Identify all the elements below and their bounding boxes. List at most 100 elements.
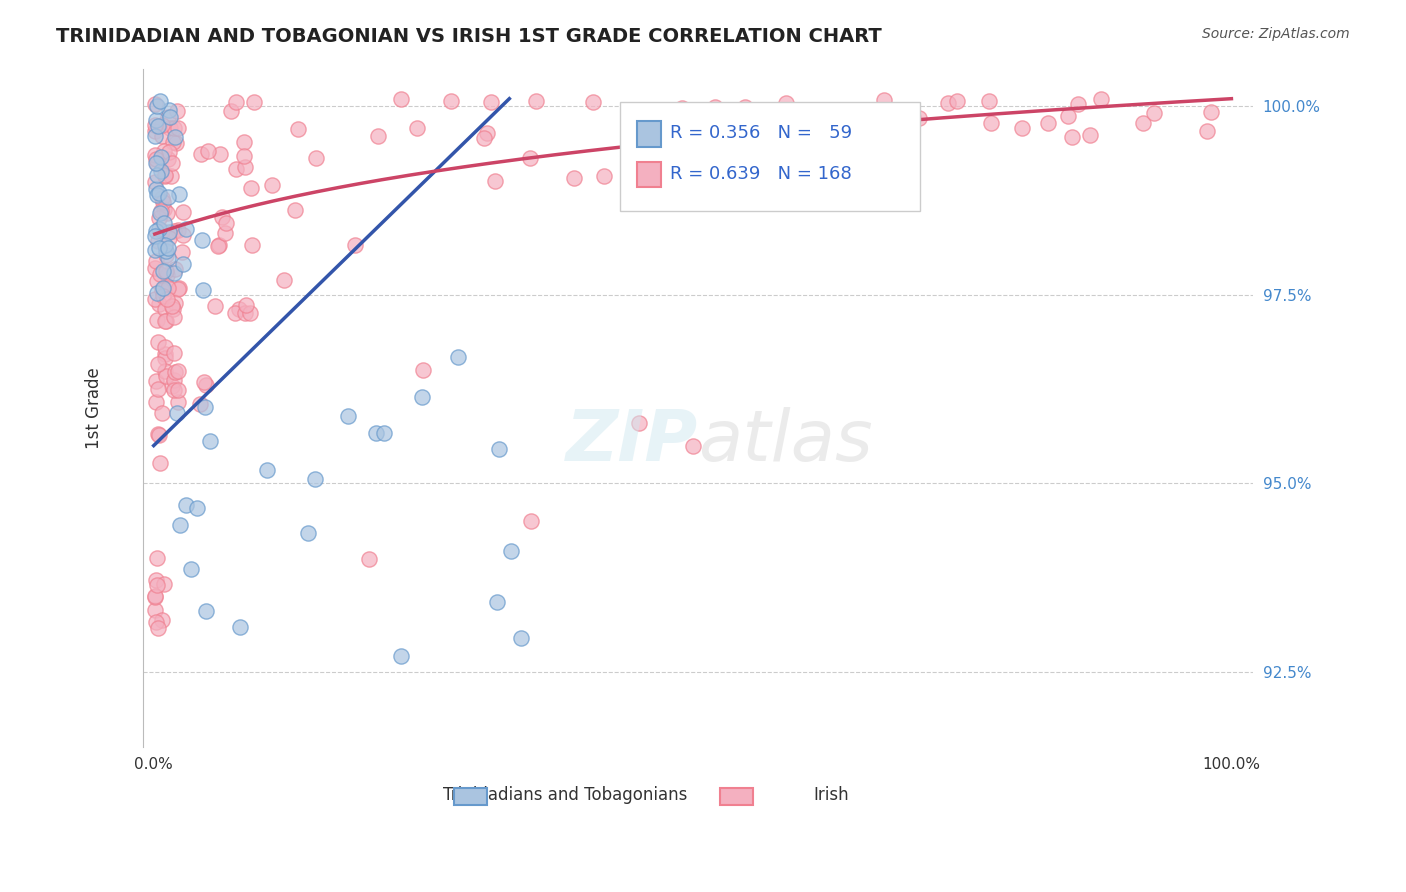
Point xyxy=(148,211,170,226)
Point xyxy=(153,347,176,361)
Point xyxy=(159,120,181,135)
Point xyxy=(146,234,169,248)
Point xyxy=(167,120,190,135)
Point xyxy=(484,174,506,188)
Point xyxy=(157,190,180,204)
Point xyxy=(219,103,242,118)
Point xyxy=(167,281,190,295)
Point xyxy=(167,384,190,398)
Point xyxy=(232,149,254,163)
Point xyxy=(706,123,728,137)
Point xyxy=(150,128,173,143)
Point xyxy=(145,313,167,327)
Point xyxy=(190,146,212,161)
Text: ZIP: ZIP xyxy=(565,408,697,476)
Point xyxy=(176,498,198,512)
Point xyxy=(157,153,180,167)
Point xyxy=(155,302,177,317)
Text: atlas: atlas xyxy=(697,408,873,476)
Point xyxy=(501,544,523,558)
Point xyxy=(225,161,247,176)
Point xyxy=(564,171,586,186)
Point xyxy=(156,280,179,294)
Point xyxy=(145,112,167,127)
Point xyxy=(157,251,180,265)
Point xyxy=(373,425,395,440)
Point xyxy=(162,266,184,280)
Point xyxy=(163,383,186,397)
Point xyxy=(1132,116,1154,130)
Point xyxy=(155,248,177,262)
Point xyxy=(148,334,170,349)
Point xyxy=(146,99,169,113)
Point xyxy=(149,204,172,219)
Point xyxy=(148,241,170,255)
Point xyxy=(145,157,167,171)
Point xyxy=(946,94,969,108)
Text: TRINIDADIAN AND TOBAGONIAN VS IRISH 1ST GRADE CORRELATION CHART: TRINIDADIAN AND TOBAGONIAN VS IRISH 1ST … xyxy=(56,27,882,45)
Point xyxy=(364,426,387,441)
Point xyxy=(447,350,470,364)
Point xyxy=(744,112,766,127)
Point xyxy=(163,346,186,360)
Point xyxy=(411,390,433,404)
Point xyxy=(162,136,184,150)
Point xyxy=(153,168,176,182)
Point xyxy=(146,168,169,182)
Point xyxy=(1056,109,1078,123)
Point xyxy=(472,131,495,145)
Point xyxy=(163,262,186,277)
Point xyxy=(145,152,167,166)
Point xyxy=(235,298,257,312)
Point xyxy=(1011,120,1033,135)
Point xyxy=(204,300,226,314)
Point xyxy=(143,175,166,189)
Point xyxy=(143,124,166,138)
Point xyxy=(159,110,181,124)
Point xyxy=(156,268,179,283)
Point xyxy=(1066,96,1088,111)
Point xyxy=(160,156,183,170)
Point xyxy=(191,233,214,247)
Point xyxy=(336,409,359,424)
Point xyxy=(233,161,256,175)
Point xyxy=(832,109,855,123)
Point xyxy=(163,295,186,310)
Point xyxy=(157,231,180,245)
Point xyxy=(143,228,166,243)
Point xyxy=(194,604,217,618)
Point xyxy=(156,206,179,220)
Point xyxy=(775,96,797,111)
Point xyxy=(510,631,533,645)
Bar xyxy=(637,161,661,187)
Point xyxy=(145,374,167,388)
Point xyxy=(163,120,186,135)
Point xyxy=(229,619,252,633)
Point xyxy=(146,286,169,301)
Point xyxy=(167,281,190,295)
Point xyxy=(593,169,616,183)
Point xyxy=(297,526,319,541)
Point xyxy=(146,187,169,202)
Point xyxy=(167,395,190,409)
Point xyxy=(153,340,176,354)
Point xyxy=(145,156,167,170)
Point xyxy=(208,147,231,161)
Point xyxy=(146,621,169,635)
Point xyxy=(284,203,307,218)
Point xyxy=(873,93,896,107)
Point xyxy=(169,517,191,532)
Point xyxy=(901,111,924,125)
Point xyxy=(689,105,711,120)
Point xyxy=(191,283,214,297)
Point xyxy=(145,573,167,587)
Point xyxy=(150,163,173,178)
Point xyxy=(143,96,166,111)
Point xyxy=(156,293,179,307)
Point xyxy=(150,119,173,133)
Point xyxy=(163,223,186,237)
Point xyxy=(262,178,284,193)
Bar xyxy=(454,788,486,805)
Point xyxy=(405,120,427,135)
Point xyxy=(343,237,366,252)
